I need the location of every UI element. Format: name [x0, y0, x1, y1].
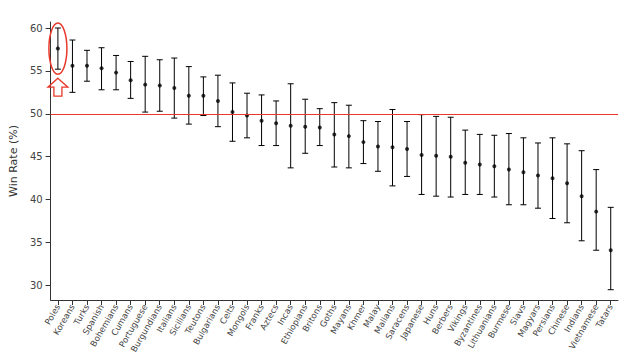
svg-text:Cumans: Cumans — [109, 302, 135, 338]
svg-text:Magyars: Magyars — [515, 302, 543, 339]
svg-text:Goths: Goths — [317, 302, 339, 330]
svg-text:Teutons: Teutons — [182, 302, 208, 336]
svg-text:Malians: Malians — [372, 302, 397, 336]
svg-text:Win Rate (%): Win Rate (%) — [7, 125, 20, 197]
svg-text:Malay: Malay — [361, 302, 383, 330]
svg-text:Lithuanians: Lithuanians — [465, 302, 499, 350]
svg-text:30: 30 — [30, 280, 43, 291]
svg-text:Huns: Huns — [421, 302, 441, 327]
svg-text:Chinese: Chinese — [545, 302, 572, 337]
svg-text:Celts: Celts — [217, 302, 237, 326]
svg-text:Franks: Franks — [243, 302, 266, 332]
svg-text:Britons: Britons — [300, 302, 325, 334]
svg-text:Burmese: Burmese — [485, 302, 514, 341]
svg-text:Tatars: Tatars — [593, 302, 615, 330]
svg-text:40: 40 — [30, 194, 43, 205]
svg-text:Byzantines: Byzantines — [452, 302, 485, 348]
svg-text:Slavs: Slavs — [507, 302, 528, 327]
svg-text:Burgundians: Burgundians — [128, 302, 165, 354]
svg-text:55: 55 — [30, 65, 43, 76]
svg-text:35: 35 — [30, 237, 43, 248]
svg-text:Saracens: Saracens — [383, 302, 412, 342]
svg-text:Turks: Turks — [71, 302, 92, 327]
svg-text:Portuguese: Portuguese — [116, 302, 150, 349]
svg-text:Poles: Poles — [42, 302, 63, 327]
svg-text:Sicilians: Sicilians — [167, 302, 194, 338]
svg-text:Vikings: Vikings — [445, 302, 470, 334]
svg-text:60: 60 — [30, 23, 43, 34]
svg-text:Persians: Persians — [530, 302, 557, 339]
svg-text:Mongols: Mongols — [225, 302, 252, 338]
svg-text:Indians: Indians — [562, 302, 586, 334]
svg-text:Bohemians: Bohemians — [88, 302, 121, 349]
svg-text:Mayans: Mayans — [328, 302, 354, 336]
svg-text:50: 50 — [30, 108, 43, 119]
svg-text:Vietnamese: Vietnamese — [567, 302, 601, 351]
svg-text:Bulgarians: Bulgarians — [191, 302, 222, 346]
svg-text:Spanish: Spanish — [80, 302, 106, 337]
svg-text:Incas: Incas — [275, 302, 295, 327]
svg-text:Italians: Italians — [154, 302, 179, 335]
svg-text:Koreans: Koreans — [51, 302, 77, 337]
svg-text:Aztecs: Aztecs — [257, 302, 281, 332]
svg-text:45: 45 — [30, 151, 43, 162]
svg-text:Japanese: Japanese — [398, 302, 426, 341]
svg-text:Berbers: Berbers — [429, 302, 455, 337]
svg-text:Ethiopians: Ethiopians — [278, 302, 310, 346]
svg-text:Khmer: Khmer — [345, 302, 368, 332]
